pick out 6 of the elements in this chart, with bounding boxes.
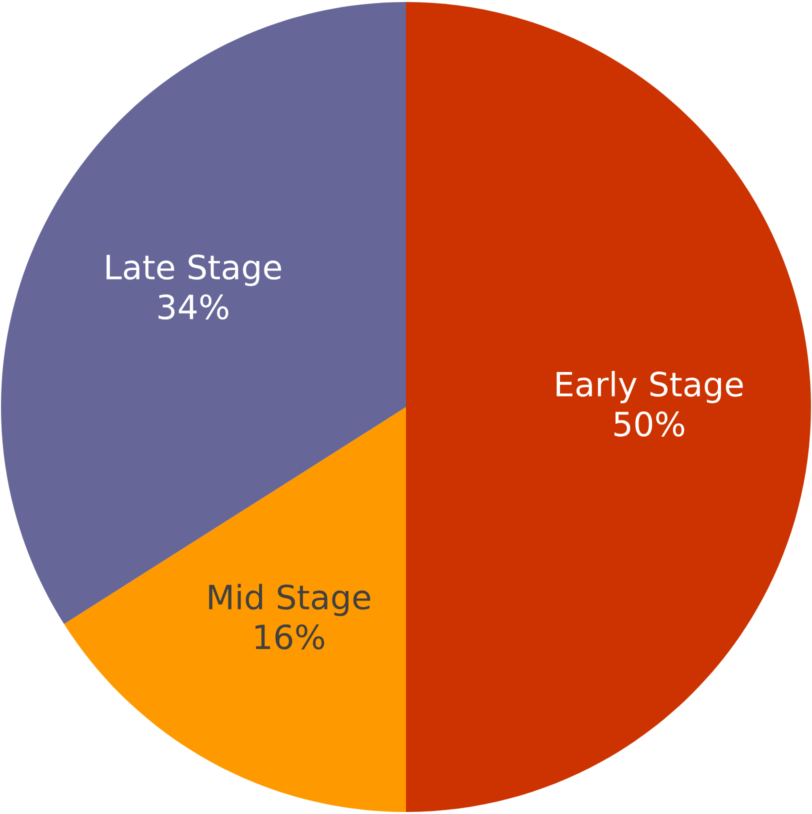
data-label: 34% xyxy=(158,294,228,320)
data-label: 16% xyxy=(256,624,324,650)
data-label: 50% xyxy=(614,411,684,437)
slice-label: Early Stage xyxy=(556,370,743,404)
slice-label: Mid Stage xyxy=(209,584,370,616)
slice-label: Late Stage xyxy=(106,254,282,286)
